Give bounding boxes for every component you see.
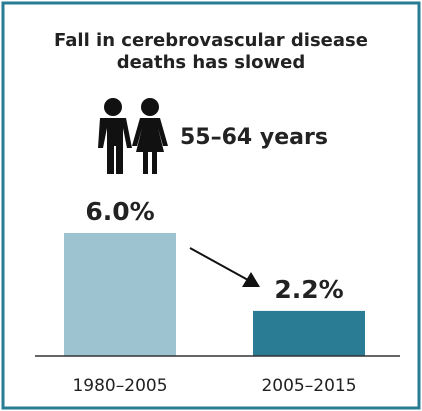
bar [64, 233, 176, 356]
trend-arrow [189, 247, 249, 281]
x-tick-label: 2005–2015 [261, 376, 356, 396]
arrow-head [242, 272, 260, 287]
annotation: 55–64 years [180, 125, 328, 150]
people-icon [98, 98, 168, 174]
x-tick-label: 1980–2005 [72, 376, 167, 396]
value-label: 6.0% [85, 197, 154, 226]
value-label: 2.2% [274, 275, 343, 304]
bar [253, 310, 365, 356]
chart-title: Fall in cerebrovascular disease deaths h… [54, 30, 368, 73]
